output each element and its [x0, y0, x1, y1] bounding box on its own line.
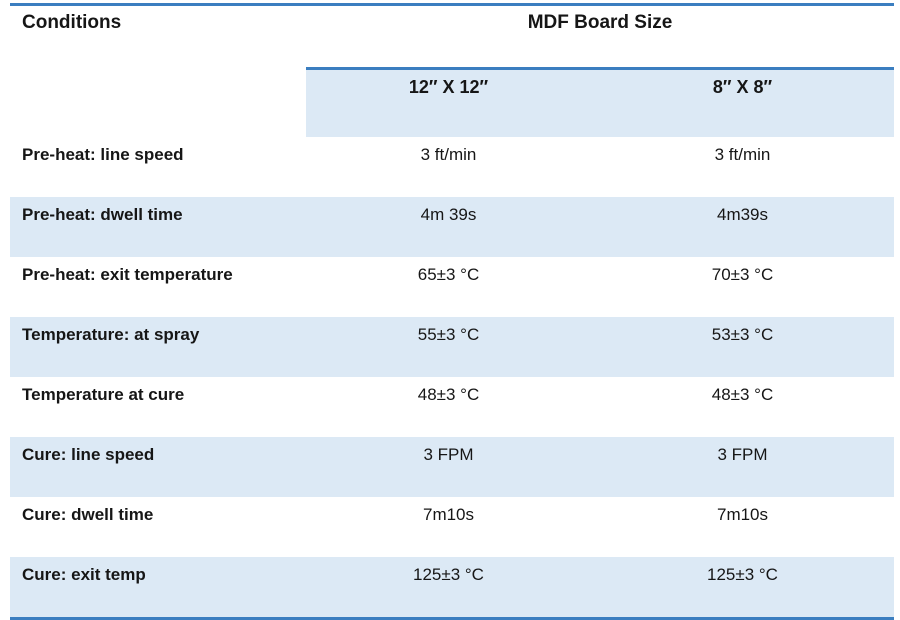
- value-12x12: 3 ft/min: [420, 145, 477, 164]
- table-row: Temperature: at spray 55±3 °C 53±3 °C: [10, 317, 894, 377]
- condition-label: Temperature at cure: [22, 385, 185, 404]
- condition-label: Temperature: at spray: [10, 317, 306, 377]
- value-12x12: 7m10s: [422, 505, 475, 524]
- value-12x12: 3 FPM: [306, 437, 591, 497]
- table-subheader-row: 12″ X 12″ 8″ X 8″: [10, 67, 894, 137]
- value-8x8: 48±3 °C: [711, 385, 774, 404]
- table-row: Cure: dwell time 7m10s 7m10s: [10, 497, 894, 557]
- value-12x12: 55±3 °C: [306, 317, 591, 377]
- board-size-group-header: MDF Board Size: [306, 3, 894, 69]
- conditions-table-container: Conditions MDF Board Size 12″ X 12″ 8″ X…: [10, 3, 894, 620]
- value-8x8: 70±3 °C: [711, 265, 774, 284]
- condition-label: Pre-heat: line speed: [22, 145, 184, 164]
- column-header-12x12: 12″ X 12″: [306, 67, 591, 137]
- value-8x8: 3 ft/min: [714, 145, 771, 164]
- value-8x8: 4m39s: [591, 197, 894, 257]
- table-row: Cure: exit temp 125±3 °C 125±3 °C: [10, 557, 894, 620]
- conditions-header: Conditions: [10, 3, 306, 69]
- value-12x12: 125±3 °C: [306, 557, 591, 620]
- table-header-row: Conditions MDF Board Size: [10, 3, 894, 69]
- value-8x8: 3 FPM: [591, 437, 894, 497]
- table-row: Pre-heat: exit temperature 65±3 °C 70±3 …: [10, 257, 894, 317]
- value-8x8: 7m10s: [716, 505, 769, 524]
- table-row: Pre-heat: dwell time 4m 39s 4m39s: [10, 197, 894, 257]
- condition-label: Pre-heat: exit temperature: [22, 265, 233, 284]
- condition-label: Cure: dwell time: [22, 505, 154, 524]
- condition-label: Cure: exit temp: [10, 557, 306, 620]
- table-row: Cure: line speed 3 FPM 3 FPM: [10, 437, 894, 497]
- value-8x8: 125±3 °C: [591, 557, 894, 620]
- value-8x8: 53±3 °C: [591, 317, 894, 377]
- value-12x12: 48±3 °C: [417, 385, 480, 404]
- table-row: Pre-heat: line speed 3 ft/min 3 ft/min: [10, 137, 894, 197]
- column-header-8x8: 8″ X 8″: [591, 67, 894, 137]
- value-12x12: 4m 39s: [306, 197, 591, 257]
- mdf-conditions-table: Conditions MDF Board Size 12″ X 12″ 8″ X…: [10, 3, 894, 620]
- condition-label: Pre-heat: dwell time: [10, 197, 306, 257]
- condition-label: Cure: line speed: [10, 437, 306, 497]
- value-12x12: 65±3 °C: [417, 265, 480, 284]
- subheader-empty-cell: [10, 68, 306, 137]
- table-row: Temperature at cure 48±3 °C 48±3 °C: [10, 377, 894, 437]
